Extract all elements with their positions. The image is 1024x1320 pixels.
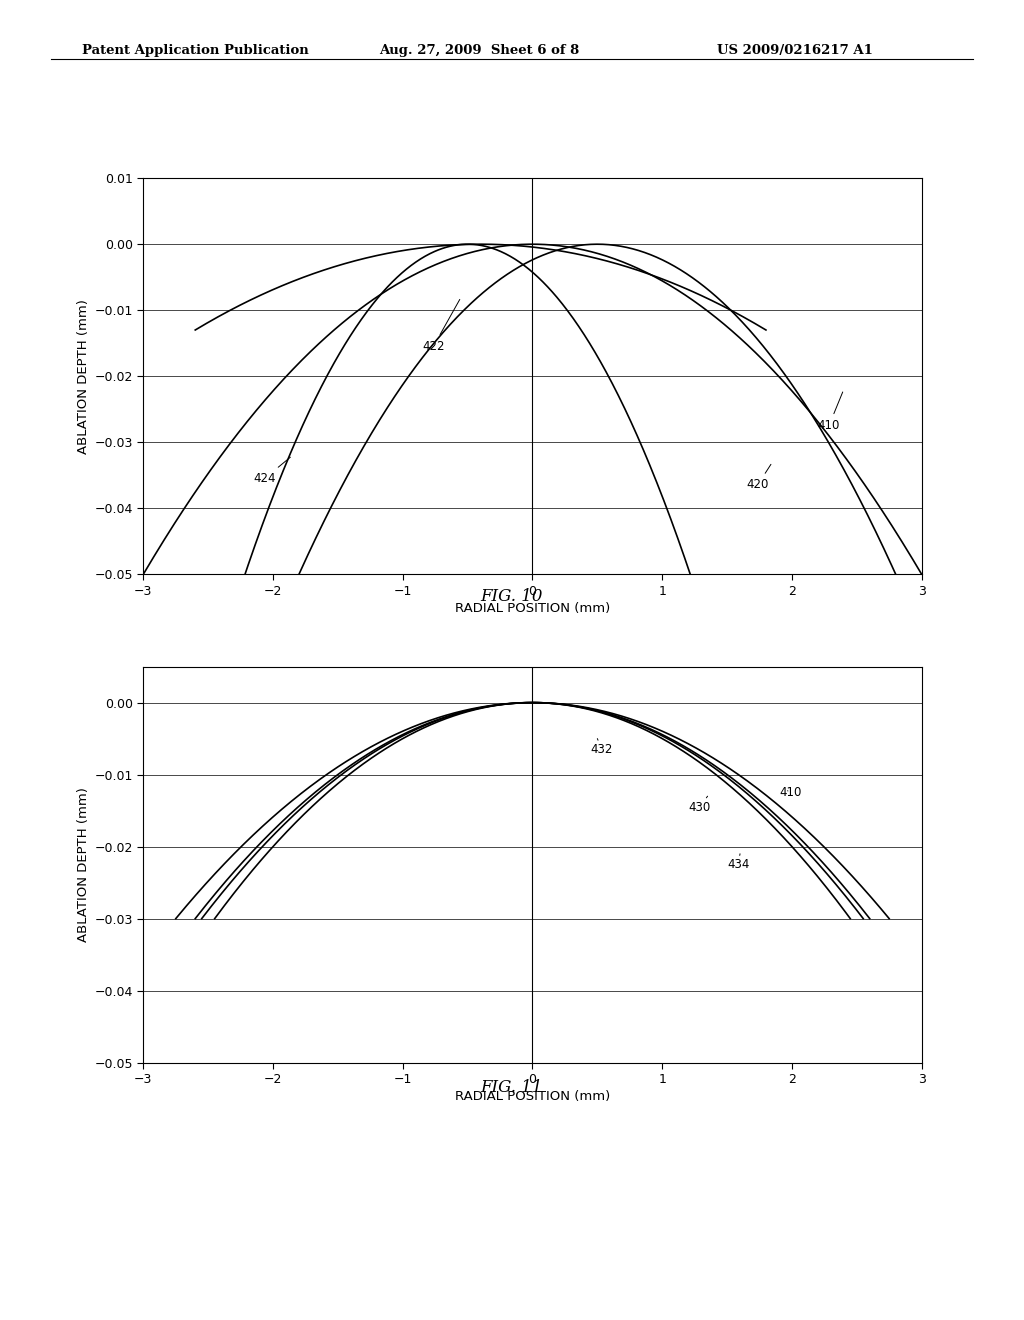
Text: FIG. 11: FIG. 11 [480, 1078, 544, 1096]
X-axis label: RADIAL POSITION (mm): RADIAL POSITION (mm) [455, 1090, 610, 1104]
Text: 434: 434 [727, 854, 750, 871]
Text: 424: 424 [254, 457, 291, 484]
Text: 420: 420 [746, 465, 771, 491]
Text: FIG. 10: FIG. 10 [480, 587, 544, 605]
Text: Patent Application Publication: Patent Application Publication [82, 44, 308, 57]
Text: 422: 422 [422, 300, 460, 352]
Text: 432: 432 [591, 739, 613, 756]
Text: 430: 430 [688, 796, 711, 813]
Y-axis label: ABLATION DEPTH (mm): ABLATION DEPTH (mm) [77, 298, 90, 454]
Text: US 2009/0216217 A1: US 2009/0216217 A1 [717, 44, 872, 57]
Text: 410: 410 [818, 392, 843, 432]
Text: 410: 410 [779, 787, 802, 799]
Text: Aug. 27, 2009  Sheet 6 of 8: Aug. 27, 2009 Sheet 6 of 8 [379, 44, 580, 57]
Y-axis label: ABLATION DEPTH (mm): ABLATION DEPTH (mm) [77, 787, 90, 942]
X-axis label: RADIAL POSITION (mm): RADIAL POSITION (mm) [455, 602, 610, 615]
